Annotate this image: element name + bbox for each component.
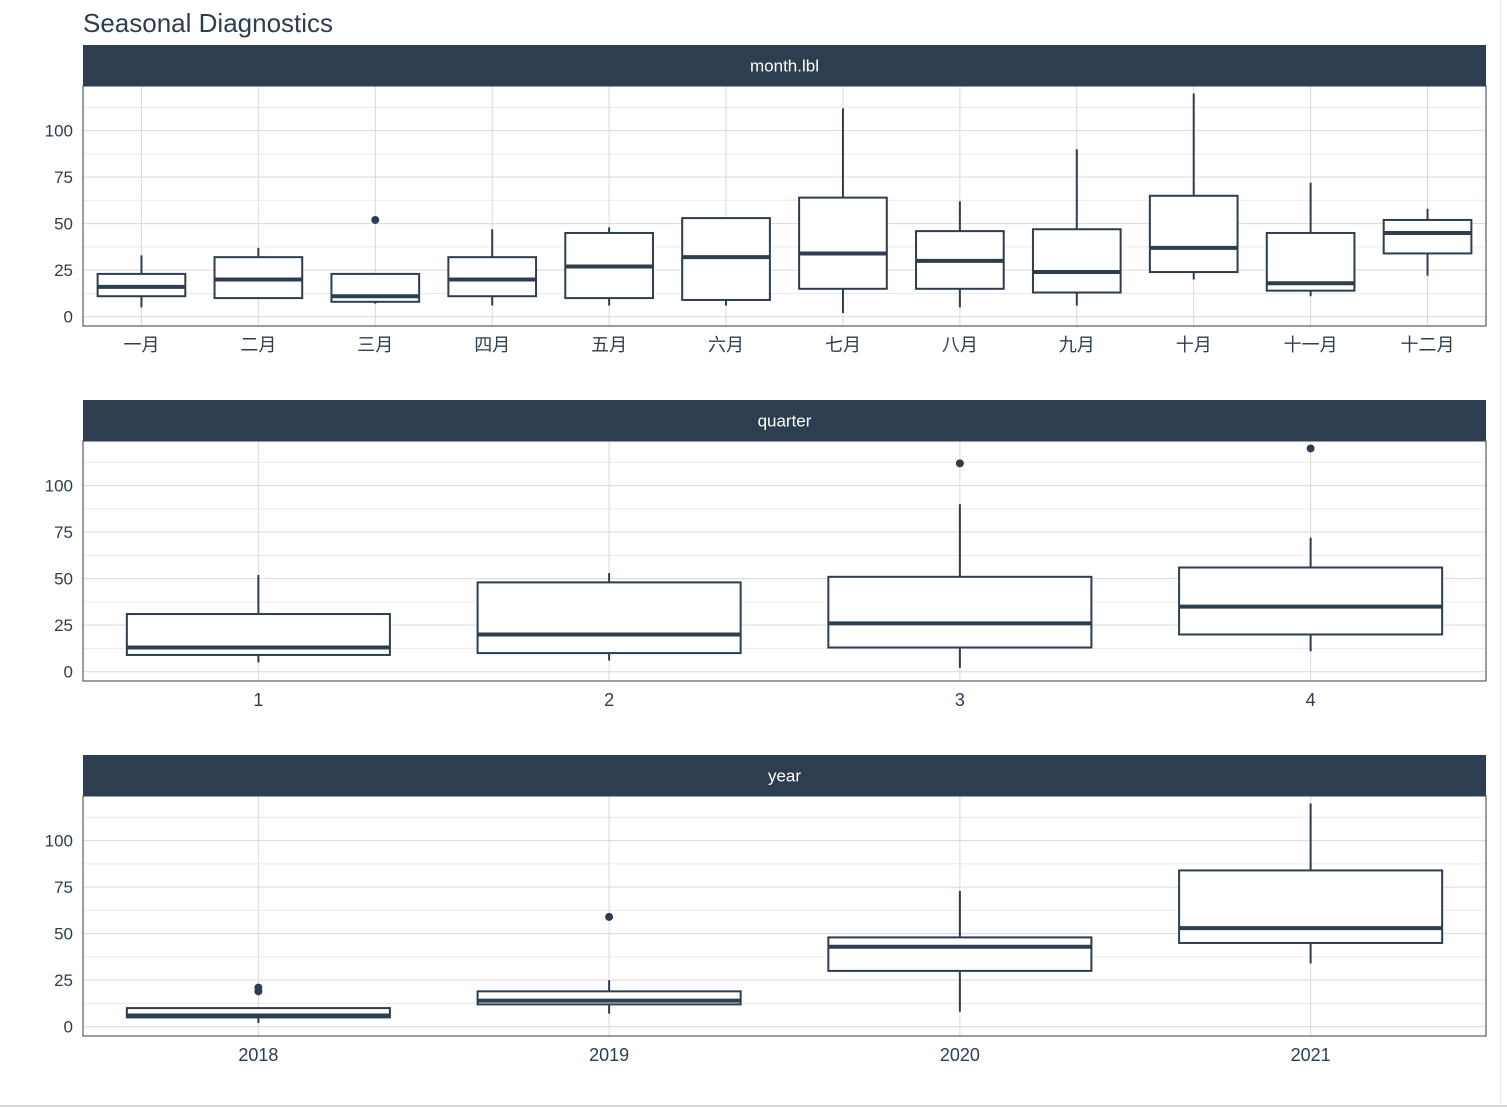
facet-strip-label: month.lbl bbox=[750, 57, 819, 76]
x-tick-label: 2019 bbox=[589, 1045, 629, 1065]
box bbox=[476, 581, 742, 655]
box bbox=[1031, 228, 1122, 294]
panel-border bbox=[82, 440, 1487, 682]
y-tick-label: 25 bbox=[54, 261, 73, 280]
y-tick-label: 100 bbox=[45, 832, 73, 851]
y-tick-label: 75 bbox=[54, 523, 73, 542]
x-tick-label: 十二月 bbox=[1401, 335, 1455, 356]
y-tick-label: 50 bbox=[54, 925, 73, 944]
facet-strip bbox=[83, 755, 1486, 796]
x-tick-label: 十月 bbox=[1176, 335, 1212, 356]
x-tick-label: 2020 bbox=[940, 1045, 980, 1065]
facet-strip bbox=[83, 45, 1486, 86]
outlier-point bbox=[605, 912, 614, 921]
x-tick-label: 九月 bbox=[1059, 335, 1095, 356]
box bbox=[827, 575, 1093, 649]
x-tick-label: 2021 bbox=[1291, 1045, 1331, 1065]
x-tick-label: 1 bbox=[253, 690, 263, 710]
box bbox=[1148, 194, 1239, 274]
outlier-point bbox=[371, 215, 380, 224]
y-tick-label: 0 bbox=[64, 1018, 73, 1037]
y-tick-label: 0 bbox=[64, 663, 73, 682]
facet-strip-label: year bbox=[768, 767, 801, 786]
panel-border bbox=[82, 85, 1487, 327]
box bbox=[447, 256, 538, 298]
x-tick-label: 五月 bbox=[591, 335, 627, 356]
y-tick-label: 25 bbox=[54, 616, 73, 635]
y-tick-label: 0 bbox=[64, 308, 73, 327]
outlier-point bbox=[254, 983, 263, 992]
x-tick-label: 2 bbox=[604, 690, 614, 710]
x-tick-label: 六月 bbox=[708, 335, 744, 356]
x-tick-label: 七月 bbox=[825, 335, 861, 356]
box bbox=[1178, 869, 1444, 944]
x-tick-label: 2018 bbox=[238, 1045, 278, 1065]
box bbox=[1178, 566, 1444, 636]
x-tick-label: 四月 bbox=[474, 335, 510, 356]
box bbox=[1265, 231, 1356, 292]
box bbox=[827, 936, 1093, 972]
box bbox=[1382, 218, 1473, 255]
facet-strip-label: quarter bbox=[758, 412, 812, 431]
outlier-point bbox=[955, 459, 964, 468]
facet-strip bbox=[83, 400, 1486, 441]
x-tick-label: 3 bbox=[955, 690, 965, 710]
viewer-right-border bbox=[1500, 0, 1501, 1105]
y-tick-label: 50 bbox=[54, 215, 73, 234]
outlier-point bbox=[1306, 444, 1315, 453]
panel-border bbox=[82, 795, 1487, 1037]
viewer-bottom-border bbox=[0, 1105, 1507, 1107]
y-tick-label: 25 bbox=[54, 971, 73, 990]
x-tick-label: 十一月 bbox=[1284, 335, 1338, 356]
x-tick-label: 一月 bbox=[123, 335, 159, 356]
x-tick-label: 4 bbox=[1306, 690, 1316, 710]
y-tick-label: 100 bbox=[45, 477, 73, 496]
y-tick-label: 75 bbox=[54, 878, 73, 897]
y-tick-label: 50 bbox=[54, 570, 73, 589]
box bbox=[798, 196, 888, 290]
y-tick-label: 75 bbox=[54, 168, 73, 187]
y-tick-label: 100 bbox=[45, 122, 73, 141]
x-tick-label: 八月 bbox=[942, 335, 978, 356]
x-tick-label: 三月 bbox=[357, 335, 393, 356]
x-tick-label: 二月 bbox=[240, 335, 276, 356]
chart-title: Seasonal Diagnostics bbox=[83, 8, 334, 38]
